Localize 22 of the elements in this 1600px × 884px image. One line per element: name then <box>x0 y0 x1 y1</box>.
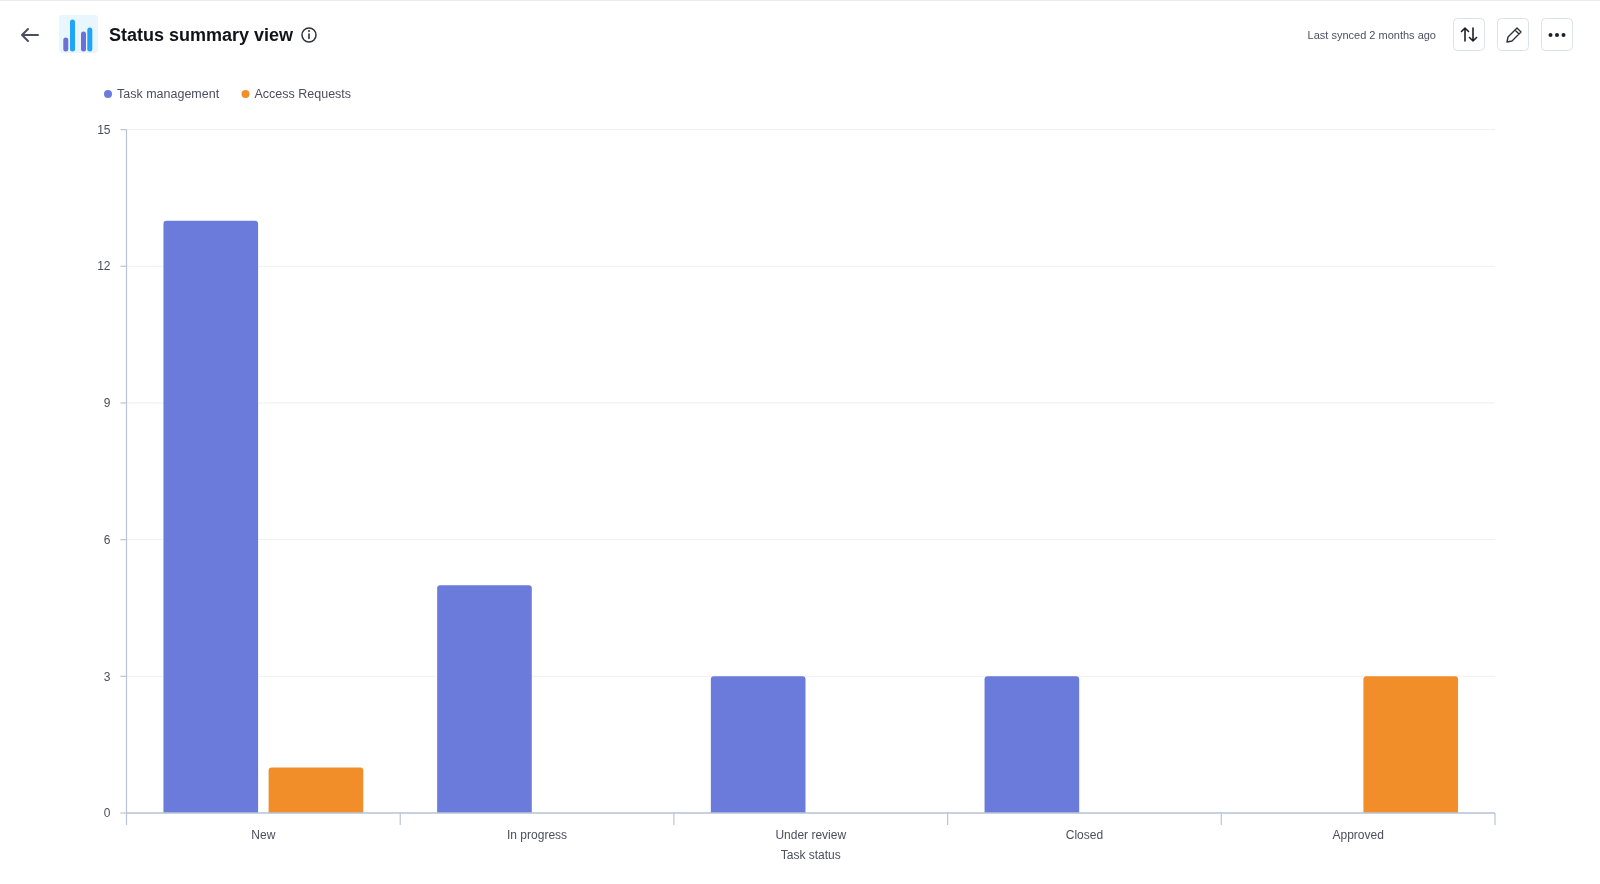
y-tick-label: 9 <box>103 396 111 411</box>
chart-title: Status summary view <box>109 25 295 46</box>
y-tick-label: 6 <box>103 532 111 547</box>
x-tick-label: Closed <box>1065 828 1104 843</box>
y-tick-label: 15 <box>97 122 111 137</box>
bar <box>710 676 806 813</box>
legend-label: Task management <box>117 87 220 102</box>
bar <box>268 767 364 813</box>
bar <box>1363 676 1459 813</box>
x-tick-label: New <box>251 828 276 843</box>
legend-label: Access Requests <box>254 87 352 102</box>
bar <box>984 676 1080 813</box>
x-tick-label: In progress <box>507 828 568 843</box>
y-tick-label: 3 <box>103 669 111 684</box>
y-tick-label: 0 <box>103 806 111 821</box>
x-tick-label: Under review <box>775 828 847 843</box>
x-axis-title: Task status <box>780 848 841 863</box>
text: Last synced 2 months ago <box>1307 28 1436 41</box>
bar <box>437 585 532 813</box>
bar <box>163 220 259 813</box>
y-tick-label: 12 <box>97 259 111 274</box>
x-tick-label: Approved <box>1332 828 1384 843</box>
